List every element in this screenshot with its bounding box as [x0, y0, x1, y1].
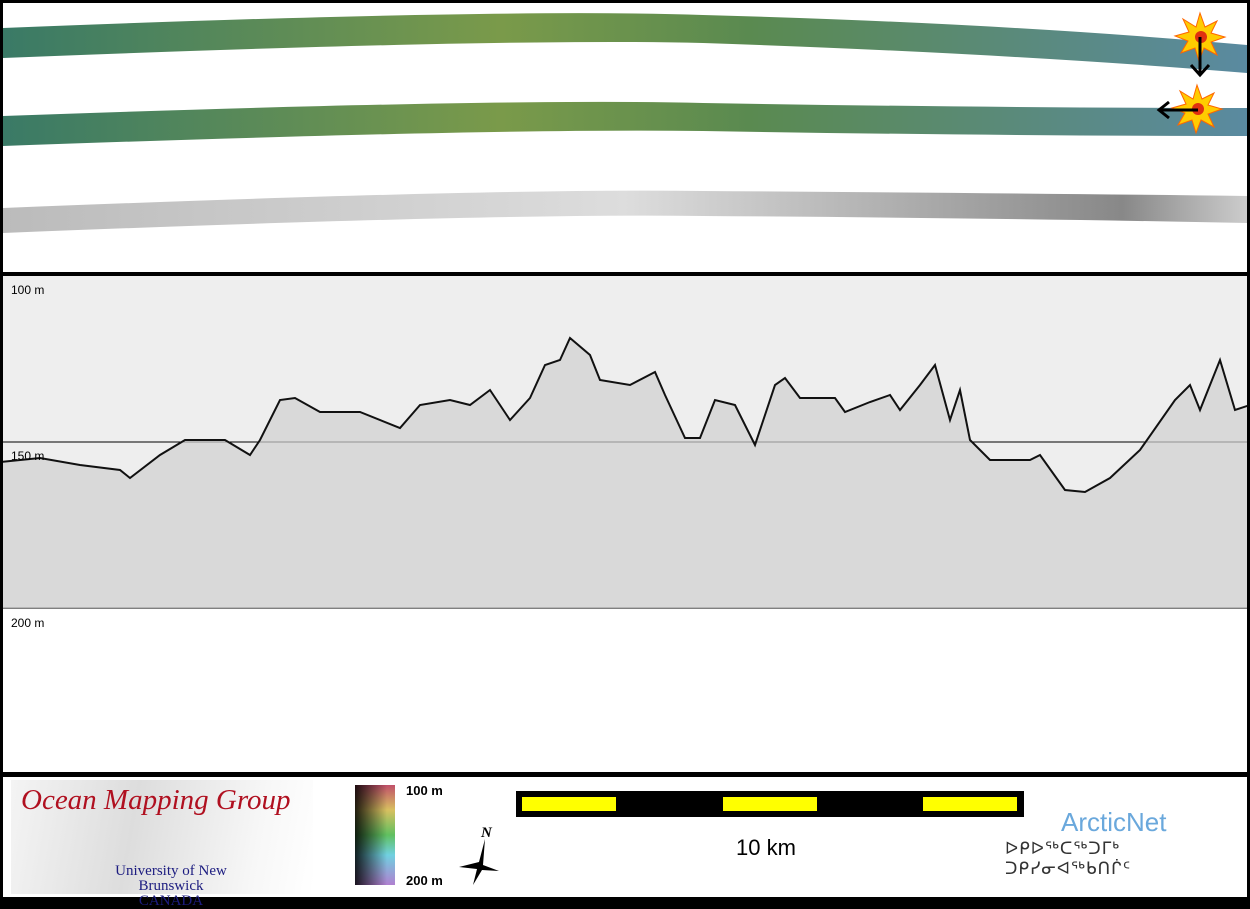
bathymetry-swath-1 [3, 13, 1247, 74]
scale-segment [522, 797, 616, 811]
depth-label-100: 100 m [11, 283, 45, 297]
logo-title: Ocean Mapping Group [21, 784, 291, 816]
arcticnet-logo: ArcticNet [1061, 807, 1167, 837]
depth-label-150: 150 m [11, 449, 45, 463]
sediment-fill [3, 338, 1247, 608]
scale-label: 10 km [736, 835, 796, 860]
scale-segment [723, 797, 817, 811]
logo-subtitle: University of New Brunswick CANADA [81, 864, 261, 909]
sub-bottom-profile [3, 276, 1247, 609]
bathymetry-swath-2 [3, 101, 1247, 146]
legend-panel: Ocean Mapping Group University of New Br… [3, 777, 1247, 909]
ocean-mapping-group-logo: Ocean Mapping Group University of New Br… [11, 780, 313, 909]
echogram-panel: 100 m 150 m 200 m [3, 276, 1247, 772]
colorbar-min-label: 100 m [406, 783, 443, 798]
north-arrow-icon [459, 839, 499, 885]
arrow-down-icon [1189, 37, 1211, 78]
logo-university: University of New Brunswick [115, 863, 227, 894]
depth-colorbar [355, 785, 395, 885]
backscatter-swath [3, 190, 1247, 233]
seafloor-profile [3, 336, 1247, 494]
swath-panel [3, 3, 1247, 272]
scale-bar [516, 791, 1024, 817]
depth-label-200: 200 m [11, 616, 45, 630]
arcticnet-syllabics: ᐅᑭᐅᖅᑕᖅᑐᒥᒃ ᑐᑭᓯᓂᐊᖅᑲᑎᒌᑦ [1005, 839, 1132, 878]
colorbar-max-label: 200 m [406, 873, 443, 888]
logo-country: CANADA [138, 893, 204, 909]
scale-segment [923, 797, 1017, 811]
arrow-left-icon [1156, 100, 1198, 120]
swath-images [3, 11, 1247, 233]
north-label: N [481, 825, 492, 841]
